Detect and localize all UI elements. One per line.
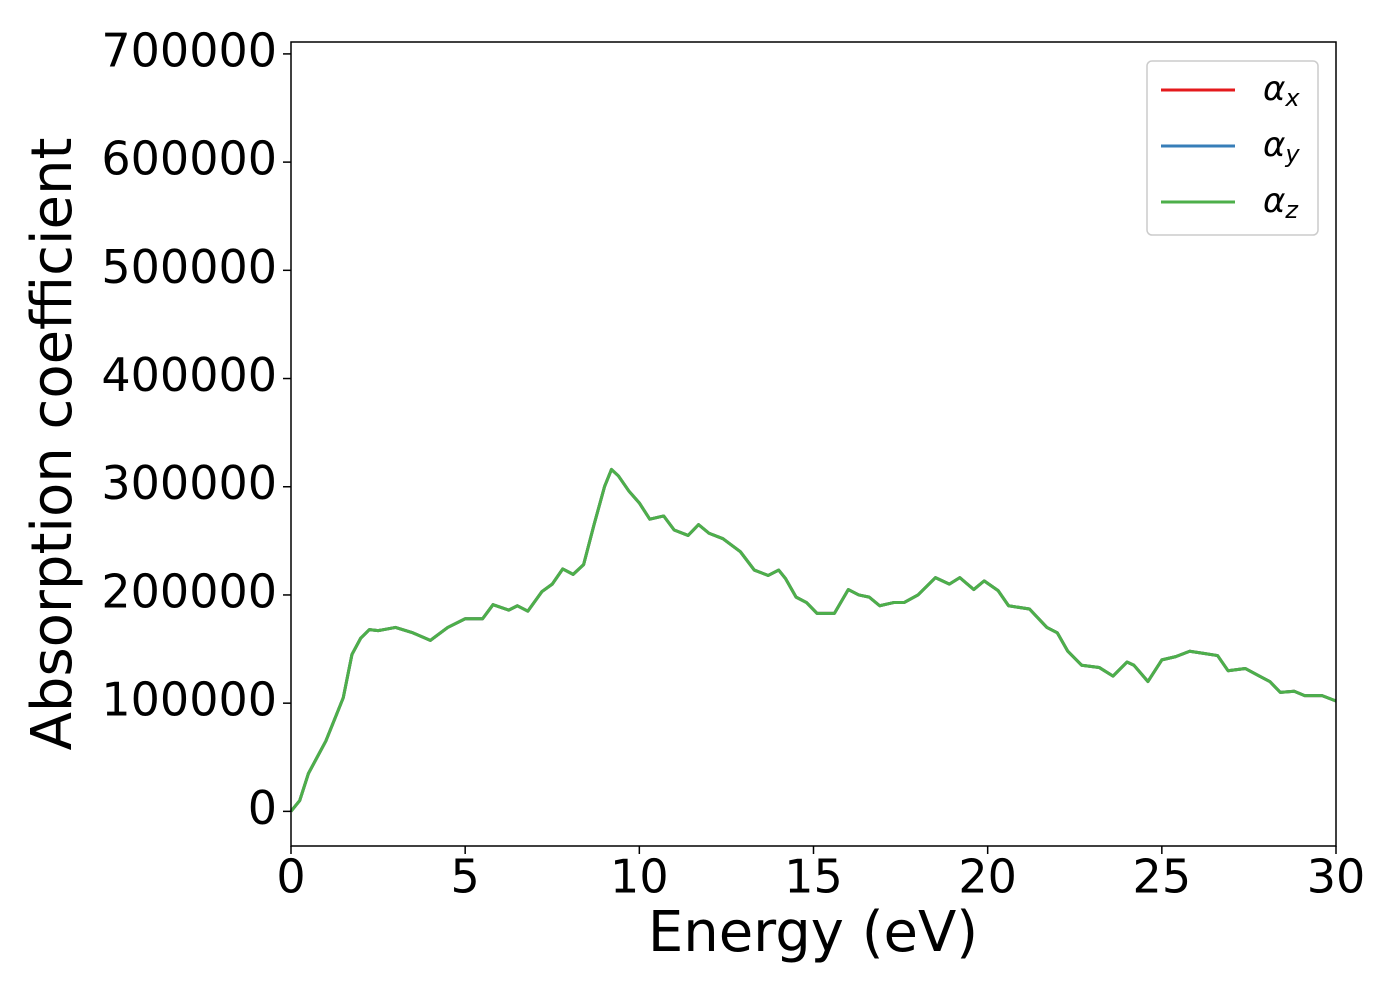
plot-frame bbox=[290, 41, 1337, 847]
y-tick-label: 100000 bbox=[101, 673, 277, 727]
data-line bbox=[289, 467, 1337, 813]
legend-box bbox=[1146, 60, 1319, 236]
x-tick-label: 5 bbox=[451, 850, 480, 904]
y-tick-label: 200000 bbox=[101, 564, 277, 618]
legend-label: αz bbox=[1263, 181, 1299, 225]
y-tick-label: 700000 bbox=[101, 23, 277, 77]
x-tick-label: 30 bbox=[1307, 850, 1366, 904]
y-tick-label: 500000 bbox=[101, 240, 277, 294]
legend-label: αy bbox=[1263, 125, 1300, 169]
x-tick-label: 10 bbox=[610, 850, 669, 904]
x-tick-label: 15 bbox=[784, 850, 843, 904]
x-tick-label: 25 bbox=[1133, 850, 1192, 904]
y-tick-label: 300000 bbox=[101, 456, 277, 510]
y-tick-label: 0 bbox=[248, 781, 277, 835]
legend-label: αx bbox=[1263, 69, 1300, 113]
x-tick-label: 0 bbox=[276, 850, 305, 904]
x-tick-label: 20 bbox=[958, 850, 1017, 904]
y-tick-label: 600000 bbox=[101, 132, 277, 186]
y-axis-label: Absorption coefficient bbox=[20, 138, 85, 751]
x-axis-label: Energy (eV) bbox=[648, 900, 978, 965]
y-tick-label: 400000 bbox=[101, 348, 277, 402]
